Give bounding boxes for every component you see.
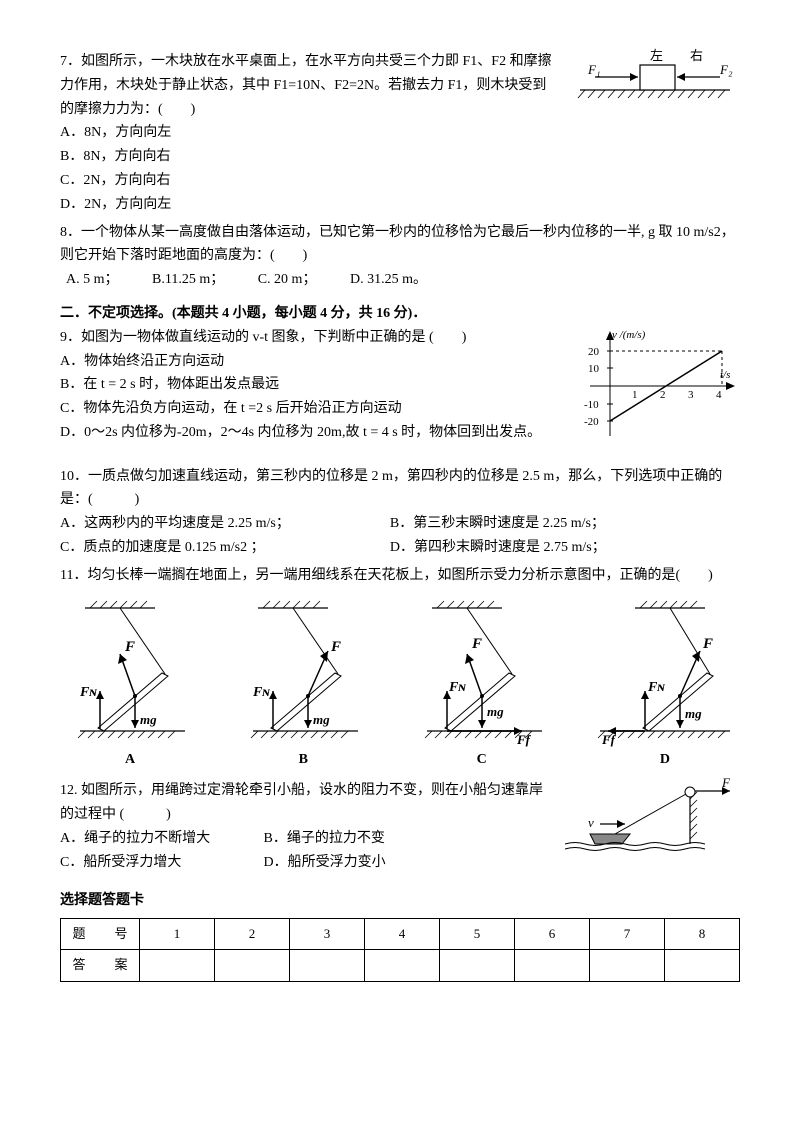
answer-cell[interactable] [515, 950, 590, 981]
diag-label-a: A [60, 748, 200, 772]
q8-opt-b: B.11.25 m； [152, 268, 224, 292]
q10-opt-c: C．质点的加速度是 0.125 m/s2 ； [60, 536, 386, 560]
force-mg: mg [140, 712, 157, 727]
q7-figure: F₁ F₂ 左 右 [570, 50, 740, 109]
force-fn: Fɴ [79, 685, 97, 700]
force-ff: Ff [601, 732, 617, 747]
table-row: 题 号 1 2 3 4 5 6 7 8 [61, 919, 740, 950]
right-label: 右 [690, 48, 703, 63]
q8-opt-c: C. 20 m； [258, 268, 317, 292]
velocity-label: v [588, 815, 594, 830]
question-10: 10．一质点做匀加速直线运动，第三秒内的位移是 2 m，第四秒内的位移是 2.5… [60, 465, 740, 560]
left-label: 左 [650, 48, 663, 63]
table-row: 答 案 [61, 950, 740, 981]
section-2-title: 二．不定项选择。(本题共 4 小题，每小题 4 分，共 16 分)． [60, 302, 740, 326]
answer-card-title: 选择题答题卡 [60, 889, 740, 913]
q7-opt-c: C．2N，方向向右 [60, 169, 740, 193]
q7-opt-d: D．2N，方向向左 [60, 193, 740, 217]
force-f: F [471, 636, 482, 652]
question-12: F v 12. 如图所示，用绳跨过定滑轮牵引小船，设水的阻力不变，则在小船匀速靠… [60, 779, 740, 874]
answer-cell[interactable] [590, 950, 665, 981]
q8-opt-a: A. 5 m； [66, 268, 119, 292]
col-1: 1 [140, 919, 215, 950]
force-f: F [330, 639, 341, 655]
col-8: 8 [665, 919, 740, 950]
force-mg: mg [487, 704, 504, 719]
q11-diagrams: F Fɴ mg A [60, 596, 740, 772]
xtick-4: 4 [716, 389, 722, 401]
q10-opt-b: B．第三秒末瞬时速度是 2.25 m/s； [390, 512, 716, 536]
ytick-10: 10 [588, 363, 600, 375]
row-label-number: 题 号 [61, 919, 140, 950]
question-8: 8．一个物体从某一高度做自由落体运动，已知它第一秒内的位移恰为它最后一秒内位移的… [60, 221, 740, 292]
force-f-label: F [721, 775, 731, 790]
answer-cell[interactable] [440, 950, 515, 981]
ytick-n20: -20 [584, 416, 599, 428]
xtick-3: 3 [688, 389, 694, 401]
force-fn: Fɴ [647, 680, 665, 695]
ytick-20: 20 [588, 346, 600, 358]
q10-stem: 10．一质点做匀加速直线运动，第三秒内的位移是 2 m，第四秒内的位移是 2.5… [60, 465, 740, 513]
q10-opt-d: D．第四秒末瞬时速度是 2.75 m/s； [390, 536, 716, 560]
q12-opt-d: D．船所受浮力变小 [264, 855, 386, 870]
answer-cell[interactable] [290, 950, 365, 981]
f2-label: F₂ [719, 62, 733, 77]
force-fn: Fɴ [252, 685, 270, 700]
answer-cell[interactable] [140, 950, 215, 981]
q10-options: A．这两秒内的平均速度是 2.25 m/s； B．第三秒末瞬时速度是 2.25 … [60, 512, 740, 560]
ytick-n10: -10 [584, 399, 599, 411]
q9-graph: 20 10 -10 -20 1 2 3 4 v /(m/s) t/s [580, 326, 740, 455]
q12-opt-a: A．绳子的拉力不断增大 [60, 827, 260, 851]
q11-diag-d: F Fɴ mg Ff D [590, 596, 740, 772]
answer-cell[interactable] [665, 950, 740, 981]
col-7: 7 [590, 919, 665, 950]
force-ff: Ff [516, 732, 532, 747]
xtick-2: 2 [660, 389, 666, 401]
question-7: F₁ F₂ 左 右 7．如图所示，一木块放在水平桌面上，在水平方向共受三个力即 … [60, 50, 740, 217]
answer-cell[interactable] [365, 950, 440, 981]
diag-label-b: B [233, 748, 373, 772]
col-2: 2 [215, 919, 290, 950]
q8-stem: 8．一个物体从某一高度做自由落体运动，已知它第一秒内的位移恰为它最后一秒内位移的… [60, 221, 740, 269]
y-axis-label: v /(m/s) [612, 329, 646, 341]
q11-diag-a: F Fɴ mg A [60, 596, 200, 772]
q8-options: A. 5 m； B.11.25 m； C. 20 m； D. 31.25 m。 [60, 268, 740, 292]
q12-opt-b: B．绳子的拉力不变 [264, 831, 385, 846]
diag-label-c: C [407, 748, 557, 772]
col-3: 3 [290, 919, 365, 950]
answer-table: 题 号 1 2 3 4 5 6 7 8 答 案 [60, 918, 740, 981]
force-mg: mg [313, 712, 330, 727]
q7-opt-a: A．8N，方向向左 [60, 121, 740, 145]
force-f: F [702, 636, 713, 652]
answer-cell[interactable] [215, 950, 290, 981]
force-fn: Fɴ [448, 680, 466, 695]
row-label-answer: 答 案 [61, 950, 140, 981]
question-9: 20 10 -10 -20 1 2 3 4 v /(m/s) t/s 9．如图为… [60, 326, 740, 455]
q7-options: A．8N，方向向左 B．8N，方向向右 C．2N，方向向右 D．2N，方向向左 [60, 121, 740, 216]
q11-diag-c: F Fɴ mg Ff C [407, 596, 557, 772]
col-6: 6 [515, 919, 590, 950]
q12-figure: F v [560, 779, 740, 868]
col-5: 5 [440, 919, 515, 950]
q7-opt-b: B．8N，方向向右 [60, 145, 740, 169]
question-11: 11．均匀长棒一端搁在地面上，另一端用细线系在天花板上，如图所示受力分析示意图中… [60, 564, 740, 772]
xtick-1: 1 [632, 389, 638, 401]
q12-opt-c: C．船所受浮力增大 [60, 851, 260, 875]
col-4: 4 [365, 919, 440, 950]
x-axis-label: t/s [720, 369, 730, 381]
q11-stem: 11．均匀长棒一端搁在地面上，另一端用细线系在天花板上，如图所示受力分析示意图中… [60, 564, 740, 588]
q10-opt-a: A．这两秒内的平均速度是 2.25 m/s； [60, 512, 386, 536]
force-mg: mg [685, 706, 702, 721]
force-f: F [124, 639, 135, 655]
diag-label-d: D [590, 748, 740, 772]
q11-diag-b: F Fɴ mg B [233, 596, 373, 772]
q8-opt-d: D. 31.25 m。 [350, 268, 427, 292]
f1-label: F₁ [587, 62, 600, 77]
